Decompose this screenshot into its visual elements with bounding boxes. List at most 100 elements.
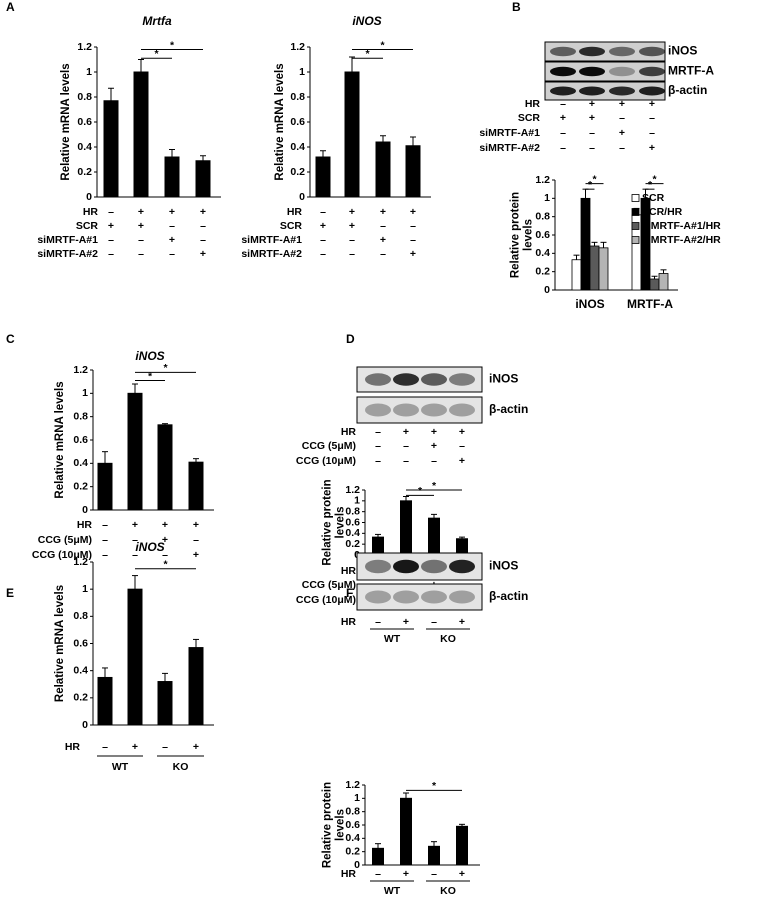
blot-label: β-actin (489, 589, 528, 603)
y-tick-label: 0.8 (290, 91, 305, 103)
condition-name: siMRTF-A#2 (479, 142, 540, 154)
significance-star: * (418, 485, 423, 497)
panel-label: E (6, 586, 14, 600)
significance-star: * (432, 480, 437, 492)
condition-value: + (193, 549, 199, 561)
bar (375, 141, 391, 198)
condition-value: + (619, 98, 625, 110)
bar (649, 278, 660, 291)
blot-band (449, 403, 475, 417)
blot-band (609, 86, 635, 96)
condition-name: HR (83, 206, 99, 218)
blot-band (639, 66, 665, 77)
condition-value: – (431, 455, 437, 467)
condition-value: + (169, 206, 175, 218)
legend-label: SCR/HR (642, 206, 683, 218)
condition-name: HR (341, 616, 357, 628)
condition-value: + (380, 234, 386, 246)
y-tick-label: 0.2 (345, 538, 360, 550)
significance-star: * (432, 780, 437, 792)
condition-value: – (200, 234, 206, 246)
y-tick-label: 0.2 (77, 166, 92, 178)
y-tick-label: 0.8 (77, 91, 92, 103)
legend-swatch (631, 208, 640, 216)
blot-strip (356, 396, 483, 424)
y-tick-label: 0.8 (535, 210, 550, 222)
y-tick-label: 0.2 (290, 166, 305, 178)
condition-value: – (132, 534, 138, 546)
legend-swatch (631, 194, 640, 202)
condition-value: + (162, 519, 168, 531)
condition-value: – (375, 426, 381, 438)
y-tick-label: 1.2 (345, 779, 360, 791)
y-tick-label: 1.2 (73, 556, 88, 568)
condition-name: siMRTF-A#1 (479, 127, 540, 139)
y-tick-label: 0.4 (77, 141, 92, 153)
y-tick-label: 0.4 (290, 141, 305, 153)
condition-value: – (619, 112, 625, 124)
y-tick-label: 0 (299, 191, 305, 203)
condition-name: CCG (10μM) (32, 549, 92, 561)
y-tick-label: 1.2 (77, 41, 92, 53)
y-tick-label: 1.2 (290, 41, 305, 53)
condition-value: – (380, 220, 386, 232)
group-label: WT (112, 761, 129, 773)
condition-value: + (200, 206, 206, 218)
y-tick-label: 0 (354, 859, 360, 871)
blot-band (393, 559, 419, 574)
significance-star: * (648, 179, 653, 191)
y-tick-label: 0.4 (73, 664, 88, 676)
y-axis-label: levels (335, 809, 347, 841)
y-axis-label: Relative mRNA levels (54, 585, 66, 702)
bar (127, 588, 143, 726)
bar (188, 461, 204, 511)
bar (571, 259, 582, 291)
bar (405, 145, 421, 198)
legend-label: siMRTF-A#2/HR (642, 234, 721, 246)
condition-value: – (375, 440, 381, 452)
y-tick-label: 0.2 (73, 692, 88, 704)
y-tick-label: 1.2 (535, 174, 550, 186)
condition-value: – (193, 534, 199, 546)
condition-name: siMRTF-A#1 (37, 234, 98, 246)
y-tick-label: 1 (82, 387, 88, 399)
blot-band (449, 559, 475, 574)
condition-value: + (162, 534, 168, 546)
y-tick-label: 0.4 (73, 457, 88, 469)
y-tick-label: 0 (86, 191, 92, 203)
y-tick-label: 0.8 (73, 410, 88, 422)
condition-value: + (380, 206, 386, 218)
chart-title: iNOS (135, 540, 164, 554)
y-tick-label: 0.6 (73, 637, 88, 649)
bar (428, 517, 440, 556)
condition-value: + (138, 220, 144, 232)
panel-label: C (6, 332, 15, 346)
blot-band (421, 373, 447, 386)
bar (97, 676, 113, 726)
condition-name: siMRTF-A#1 (241, 234, 302, 246)
condition-value: + (431, 440, 437, 452)
blot-band (393, 403, 419, 417)
group-label: KO (440, 633, 456, 645)
bar (164, 156, 180, 198)
condition-value: + (589, 98, 595, 110)
y-tick-label: 0 (82, 504, 88, 516)
y-tick-label: 0.2 (73, 480, 88, 492)
condition-value: – (380, 248, 386, 260)
condition-value: – (403, 455, 409, 467)
bar (589, 245, 600, 291)
condition-value: – (162, 549, 168, 561)
bar (428, 845, 440, 866)
condition-value: – (560, 98, 566, 110)
y-tick-label: 0.6 (77, 116, 92, 128)
panel-label: B (512, 0, 521, 14)
blot-band (609, 66, 635, 77)
condition-value: – (589, 127, 595, 139)
condition-name: CCG (5μM) (302, 579, 356, 591)
condition-value: + (132, 741, 138, 753)
blot-band (550, 86, 576, 96)
bar (580, 197, 591, 291)
y-tick-label: 0.8 (345, 505, 360, 517)
bar (195, 160, 211, 198)
y-tick-label: 1 (354, 495, 360, 507)
